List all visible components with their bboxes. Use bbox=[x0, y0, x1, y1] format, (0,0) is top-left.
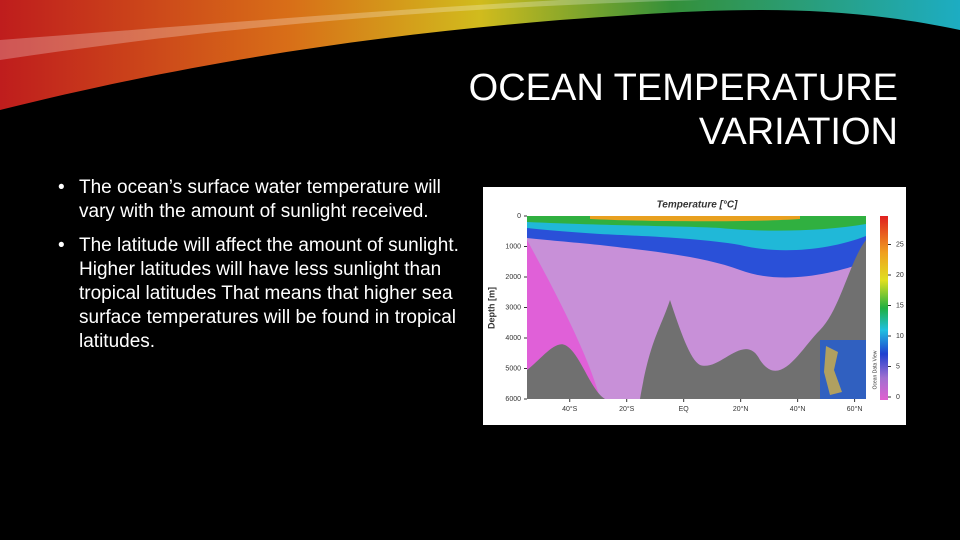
x-tick-label: 60°N bbox=[847, 405, 863, 413]
x-tick-label: 20°S bbox=[619, 405, 635, 413]
y-tick-label: 5000 bbox=[505, 365, 521, 372]
colorbar-tick-label: 15 bbox=[896, 302, 904, 309]
x-tick-label: 20°N bbox=[733, 405, 749, 413]
colorbar-tick-label: 25 bbox=[896, 241, 904, 248]
bullet-list: The ocean’s surface water temperature wi… bbox=[58, 176, 463, 364]
bullet: The ocean’s surface water temperature wi… bbox=[58, 176, 463, 224]
swoosh bbox=[0, 0, 960, 110]
colorbar-tick-label: 0 bbox=[896, 394, 900, 401]
x-tick-label: 40°N bbox=[790, 405, 806, 413]
x-tick-label: EQ bbox=[679, 406, 690, 413]
colorbar-tick-label: 10 bbox=[896, 333, 904, 340]
bullet: The latitude will affect the amount of s… bbox=[58, 234, 463, 354]
title-line: VARIATION bbox=[698, 111, 898, 153]
figure-title: Temperature [°C] bbox=[657, 200, 739, 211]
y-tick-label: 0 bbox=[517, 213, 521, 220]
figure: Temperature [°C] Depth [m] Ocean Data Vi… bbox=[483, 187, 906, 425]
y-tick-label: 6000 bbox=[505, 396, 521, 403]
colorbar-tick-label: 20 bbox=[896, 272, 904, 279]
y-tick-label: 3000 bbox=[505, 304, 521, 311]
y-axis-label: Depth [m] bbox=[486, 287, 496, 329]
surface-warm bbox=[590, 216, 800, 222]
y-tick-label: 2000 bbox=[505, 274, 521, 281]
title-line: OCEAN TEMPERATURE bbox=[468, 67, 898, 109]
swoosh-highlight bbox=[0, 0, 700, 60]
credit: Ocean Data View bbox=[872, 350, 878, 389]
inset-land bbox=[824, 346, 842, 395]
y-tick-label: 1000 bbox=[505, 243, 521, 250]
slide-title: OCEAN TEMPERATURE VARIATION bbox=[469, 66, 898, 154]
x-tick-label: 40°S bbox=[562, 405, 578, 413]
colorbar bbox=[880, 216, 888, 400]
y-tick-label: 4000 bbox=[505, 335, 521, 342]
colorbar-tick-label: 5 bbox=[896, 363, 900, 370]
